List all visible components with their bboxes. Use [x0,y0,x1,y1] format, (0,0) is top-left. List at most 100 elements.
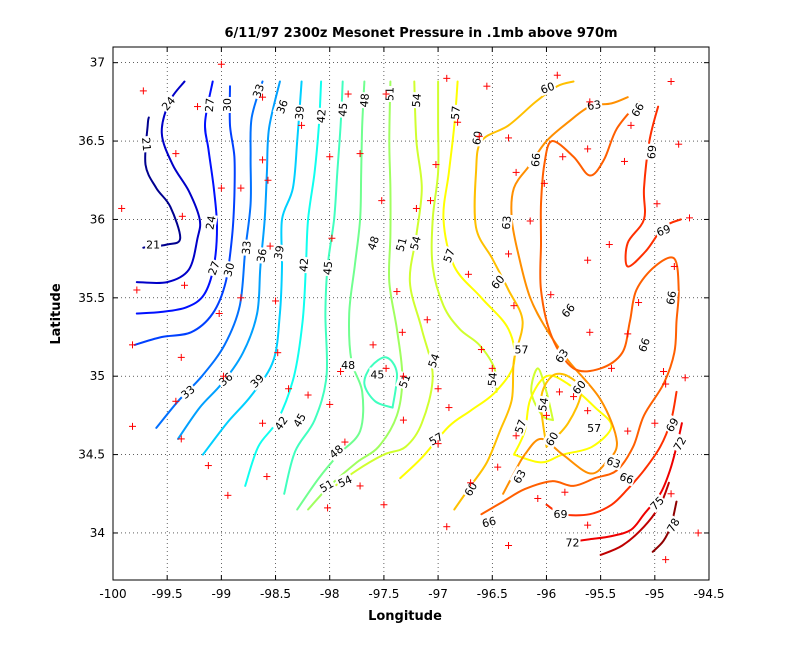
station-marker [653,200,661,208]
station-marker [423,316,431,324]
x-tick-label: -98 [320,587,340,601]
contour-label-group: 51 [392,234,410,254]
contour-label-group: 48 [363,233,382,253]
contour-label: 63 [586,98,602,113]
station-marker [259,93,267,101]
contour-label-bg [653,221,674,239]
y-tick-label: 36 [90,212,105,226]
contour-label: 45 [336,102,350,117]
station-marker [237,184,245,192]
contour-label-group: 36 [253,246,270,265]
contour-label: 60 [539,80,557,97]
station-marker [488,364,496,372]
contour-label-bg [270,243,287,262]
station-marker [510,302,518,310]
contour-label-bg [369,367,386,381]
contour-label-group: 39 [291,104,307,122]
contour-label-group: 69 [662,414,682,435]
x-tick-label: -94.5 [693,587,724,601]
contour-label: 66 [636,336,653,354]
contour-label-bg [604,453,624,471]
station-marker [624,427,632,435]
station-marker [494,463,502,471]
station-marker [326,153,334,161]
station-marker [434,385,442,393]
contour-line-21 [142,116,182,249]
contour-label-group: 69 [653,221,674,239]
contour-label: 57 [587,422,601,435]
station-marker [559,153,567,161]
y-tick-label: 35 [90,369,105,383]
contour-label: 63 [511,467,529,486]
contour-label-bg [424,350,443,371]
station-marker [285,385,293,393]
contour-label-bg [646,492,667,514]
station-marker [542,411,550,419]
station-marker [584,407,592,415]
station-marker [443,74,451,82]
station-marker [584,256,592,264]
contour-label-bg [334,471,355,491]
contour-label-group: 54 [484,370,500,388]
station-marker [464,270,472,278]
station-marker [356,482,364,490]
contour-label-group: 21 [145,237,162,252]
contour-label: 45 [291,411,309,430]
y-axis-label: Latitude [49,283,64,345]
contour-label-group: 60 [541,428,561,449]
contour-label: 45 [321,261,335,276]
contour-label: 27 [206,259,223,277]
station-marker [635,299,643,307]
contour-label: 30 [221,261,237,278]
contour-label: 54 [426,352,443,370]
contour-line-42 [244,80,323,487]
contour-label-group: 21 [139,135,155,153]
station-marker [380,501,388,509]
contour-label-group: 66 [634,334,653,355]
station-marker [178,212,186,220]
plot-frame [112,46,710,581]
contour-label-bg [484,370,499,388]
contour-label-group: 45 [369,367,386,382]
station-marker [584,145,592,153]
contour-label-group: 57 [513,342,530,357]
contour-label: 54 [486,372,500,387]
contour-label-bg [289,409,309,431]
contour-label-bg [627,99,647,120]
contour-line-54 [334,80,434,487]
station-marker [561,488,569,496]
contour-label-bg [316,475,337,496]
y-tick-label: 34.5 [78,448,105,462]
station-marker [540,179,548,187]
contour-label-group: 39 [270,243,287,262]
contour-line-57 [512,374,613,464]
contour-label-group: 57 [586,420,603,435]
contour-label-bg [335,101,350,119]
contour-label-bg [509,466,529,487]
contour-line-75 [599,481,670,556]
contour-label-bg [406,233,424,253]
contour-label-group: 45 [335,101,350,119]
station-marker [298,121,306,129]
contour-label-bg [296,256,311,274]
station-marker [467,479,475,487]
contour-line-54 [530,367,554,422]
contour-label: 69 [645,145,659,160]
contour-line-57 [399,80,516,480]
station-marker [627,121,635,129]
x-tick-label: -95 [645,587,665,601]
station-marker [341,438,349,446]
contour-label-bg [551,345,572,366]
contour-label-group: 54 [334,471,355,491]
contour-label-bg [392,234,410,254]
contour-label-group: 69 [643,143,659,161]
station-marker [512,168,520,176]
contour-line-36 [177,80,281,440]
contour-label-bg [534,395,551,414]
station-marker [177,435,185,443]
station-marker [215,310,223,317]
contour-label-group: 63 [498,214,514,232]
station-marker [337,368,345,376]
contour-label-bg [325,440,347,462]
contour-label-bg [408,91,424,109]
